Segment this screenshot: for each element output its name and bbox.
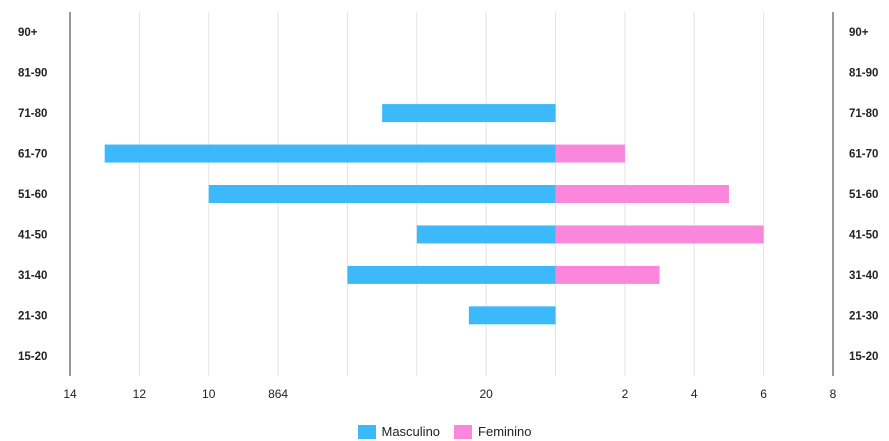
x-tick-label: 14 — [63, 387, 77, 401]
bar-masculino-31-40[interactable] — [347, 265, 556, 284]
category-label-right: 15-20 — [849, 351, 878, 363]
bar-feminino-41-50[interactable] — [555, 225, 764, 244]
x-tick-label: 12 — [133, 387, 147, 401]
category-label-left: 21-30 — [18, 310, 47, 322]
x-tick-labels: 14 12 10 864 20 2 4 6 8 — [63, 387, 836, 401]
category-label-right: 31-40 — [849, 270, 878, 282]
bar-masculino-61-70[interactable] — [104, 144, 556, 163]
category-label-left: 71-80 — [18, 108, 47, 120]
bar-masculino-71-80[interactable] — [382, 104, 556, 123]
bar-feminino-31-40[interactable] — [555, 265, 660, 284]
bar-masculino-41-50[interactable] — [416, 225, 556, 244]
left-category-labels: 90+ 81-90 71-80 61-70 51-60 41-50 31-40 21-30 15… — [18, 27, 47, 363]
category-label-left: 51-60 — [18, 189, 47, 201]
x-tick-label: 6 — [760, 387, 767, 401]
category-label-left: 41-50 — [18, 229, 47, 241]
category-label-left: 90+ — [18, 27, 38, 39]
legend-item-masculino[interactable]: Masculino — [357, 424, 441, 439]
category-label-left: 31-40 — [18, 270, 47, 282]
legend-swatch-feminino — [454, 424, 473, 439]
bar-masculino-51-60[interactable] — [208, 185, 556, 203]
legend: Masculino Feminino — [0, 424, 889, 439]
x-tick-label: 2 — [622, 387, 629, 401]
axes — [69, 12, 834, 376]
bar-masculino-21-30[interactable] — [468, 306, 556, 325]
x-tick-label: 8 — [830, 387, 837, 401]
category-label-left: 15-20 — [18, 351, 47, 363]
x-tick-label: 20 — [480, 387, 494, 401]
legend-item-feminino[interactable]: Feminino — [454, 424, 532, 439]
x-tick-label: 4 — [691, 387, 698, 401]
category-label-right: 90+ — [849, 27, 869, 39]
bar-feminino-61-70[interactable] — [555, 144, 625, 163]
bar-feminino-51-60[interactable] — [555, 185, 729, 203]
legend-swatch-masculino — [357, 424, 376, 439]
category-label-left: 81-90 — [18, 68, 47, 80]
x-tick-label: 864 — [268, 387, 288, 401]
category-label-right: 61-70 — [849, 149, 878, 161]
category-label-right: 71-80 — [849, 108, 878, 120]
legend-label-feminino: Feminino — [478, 424, 532, 439]
right-category-labels: 90+ 81-90 71-80 61-70 51-60 41-50 31-40 21-30 15… — [849, 27, 878, 363]
bars — [104, 104, 764, 325]
category-label-right: 41-50 — [849, 229, 878, 241]
category-label-right: 51-60 — [849, 189, 878, 201]
category-label-left: 61-70 — [18, 149, 47, 161]
x-tick-label: 10 — [202, 387, 216, 401]
legend-label-masculino: Masculino — [381, 424, 441, 439]
category-label-right: 21-30 — [849, 310, 878, 322]
category-label-right: 81-90 — [849, 68, 878, 80]
